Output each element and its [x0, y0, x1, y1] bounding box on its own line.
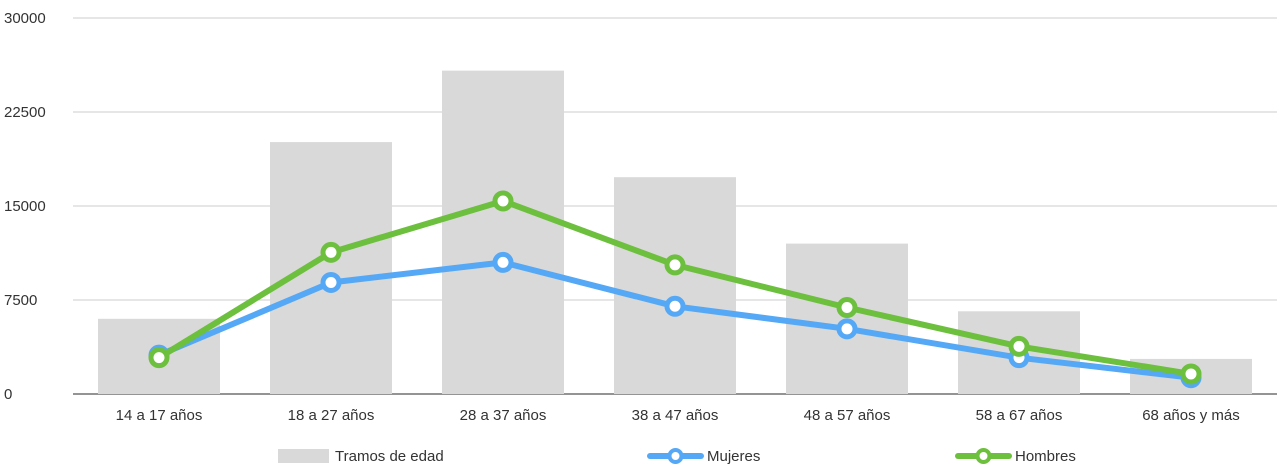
bar [270, 142, 392, 394]
x-tick-label: 58 a 67 años [976, 407, 1063, 424]
line-point [148, 347, 170, 369]
legend-label: Hombres [1015, 448, 1076, 465]
bar [614, 177, 736, 394]
line-point [836, 297, 858, 319]
y-tick-label: 7500 [4, 292, 37, 309]
x-tick-label: 28 a 37 años [460, 407, 547, 424]
y-tick-label: 0 [4, 386, 12, 403]
x-axis-ticks: 14 a 17 años 18 a 27 años 28 a 37 años 38 a… [116, 407, 1240, 424]
legend-marker [975, 448, 992, 464]
line-point [320, 241, 342, 263]
legend-swatch [278, 449, 329, 463]
legend-label: Mujeres [707, 448, 760, 465]
legend: Tramos de edad Mujeres Hombres [278, 448, 1076, 465]
x-tick-label: 14 a 17 años [116, 407, 203, 424]
line-point [1180, 363, 1202, 385]
y-axis-ticks: 0 7500 15000 22500 30000 [4, 10, 46, 403]
bar [442, 70, 564, 394]
line-series [148, 190, 1202, 389]
legend-label: Tramos de edad [335, 448, 444, 465]
y-tick-label: 15000 [4, 198, 46, 215]
bar-series [98, 70, 1252, 394]
y-tick-label: 30000 [4, 10, 46, 27]
x-tick-label: 68 años y más [1142, 407, 1240, 424]
line-point [836, 318, 858, 340]
line-point [664, 254, 686, 276]
line-point [320, 271, 342, 293]
line-point [1008, 335, 1030, 357]
y-tick-label: 22500 [4, 104, 46, 121]
legend-marker [667, 448, 684, 464]
line-point [664, 295, 686, 317]
x-tick-label: 38 a 47 años [632, 407, 719, 424]
x-tick-label: 18 a 27 años [288, 407, 375, 424]
line-point [492, 190, 514, 212]
line-point [492, 251, 514, 273]
x-tick-label: 48 a 57 años [804, 407, 891, 424]
